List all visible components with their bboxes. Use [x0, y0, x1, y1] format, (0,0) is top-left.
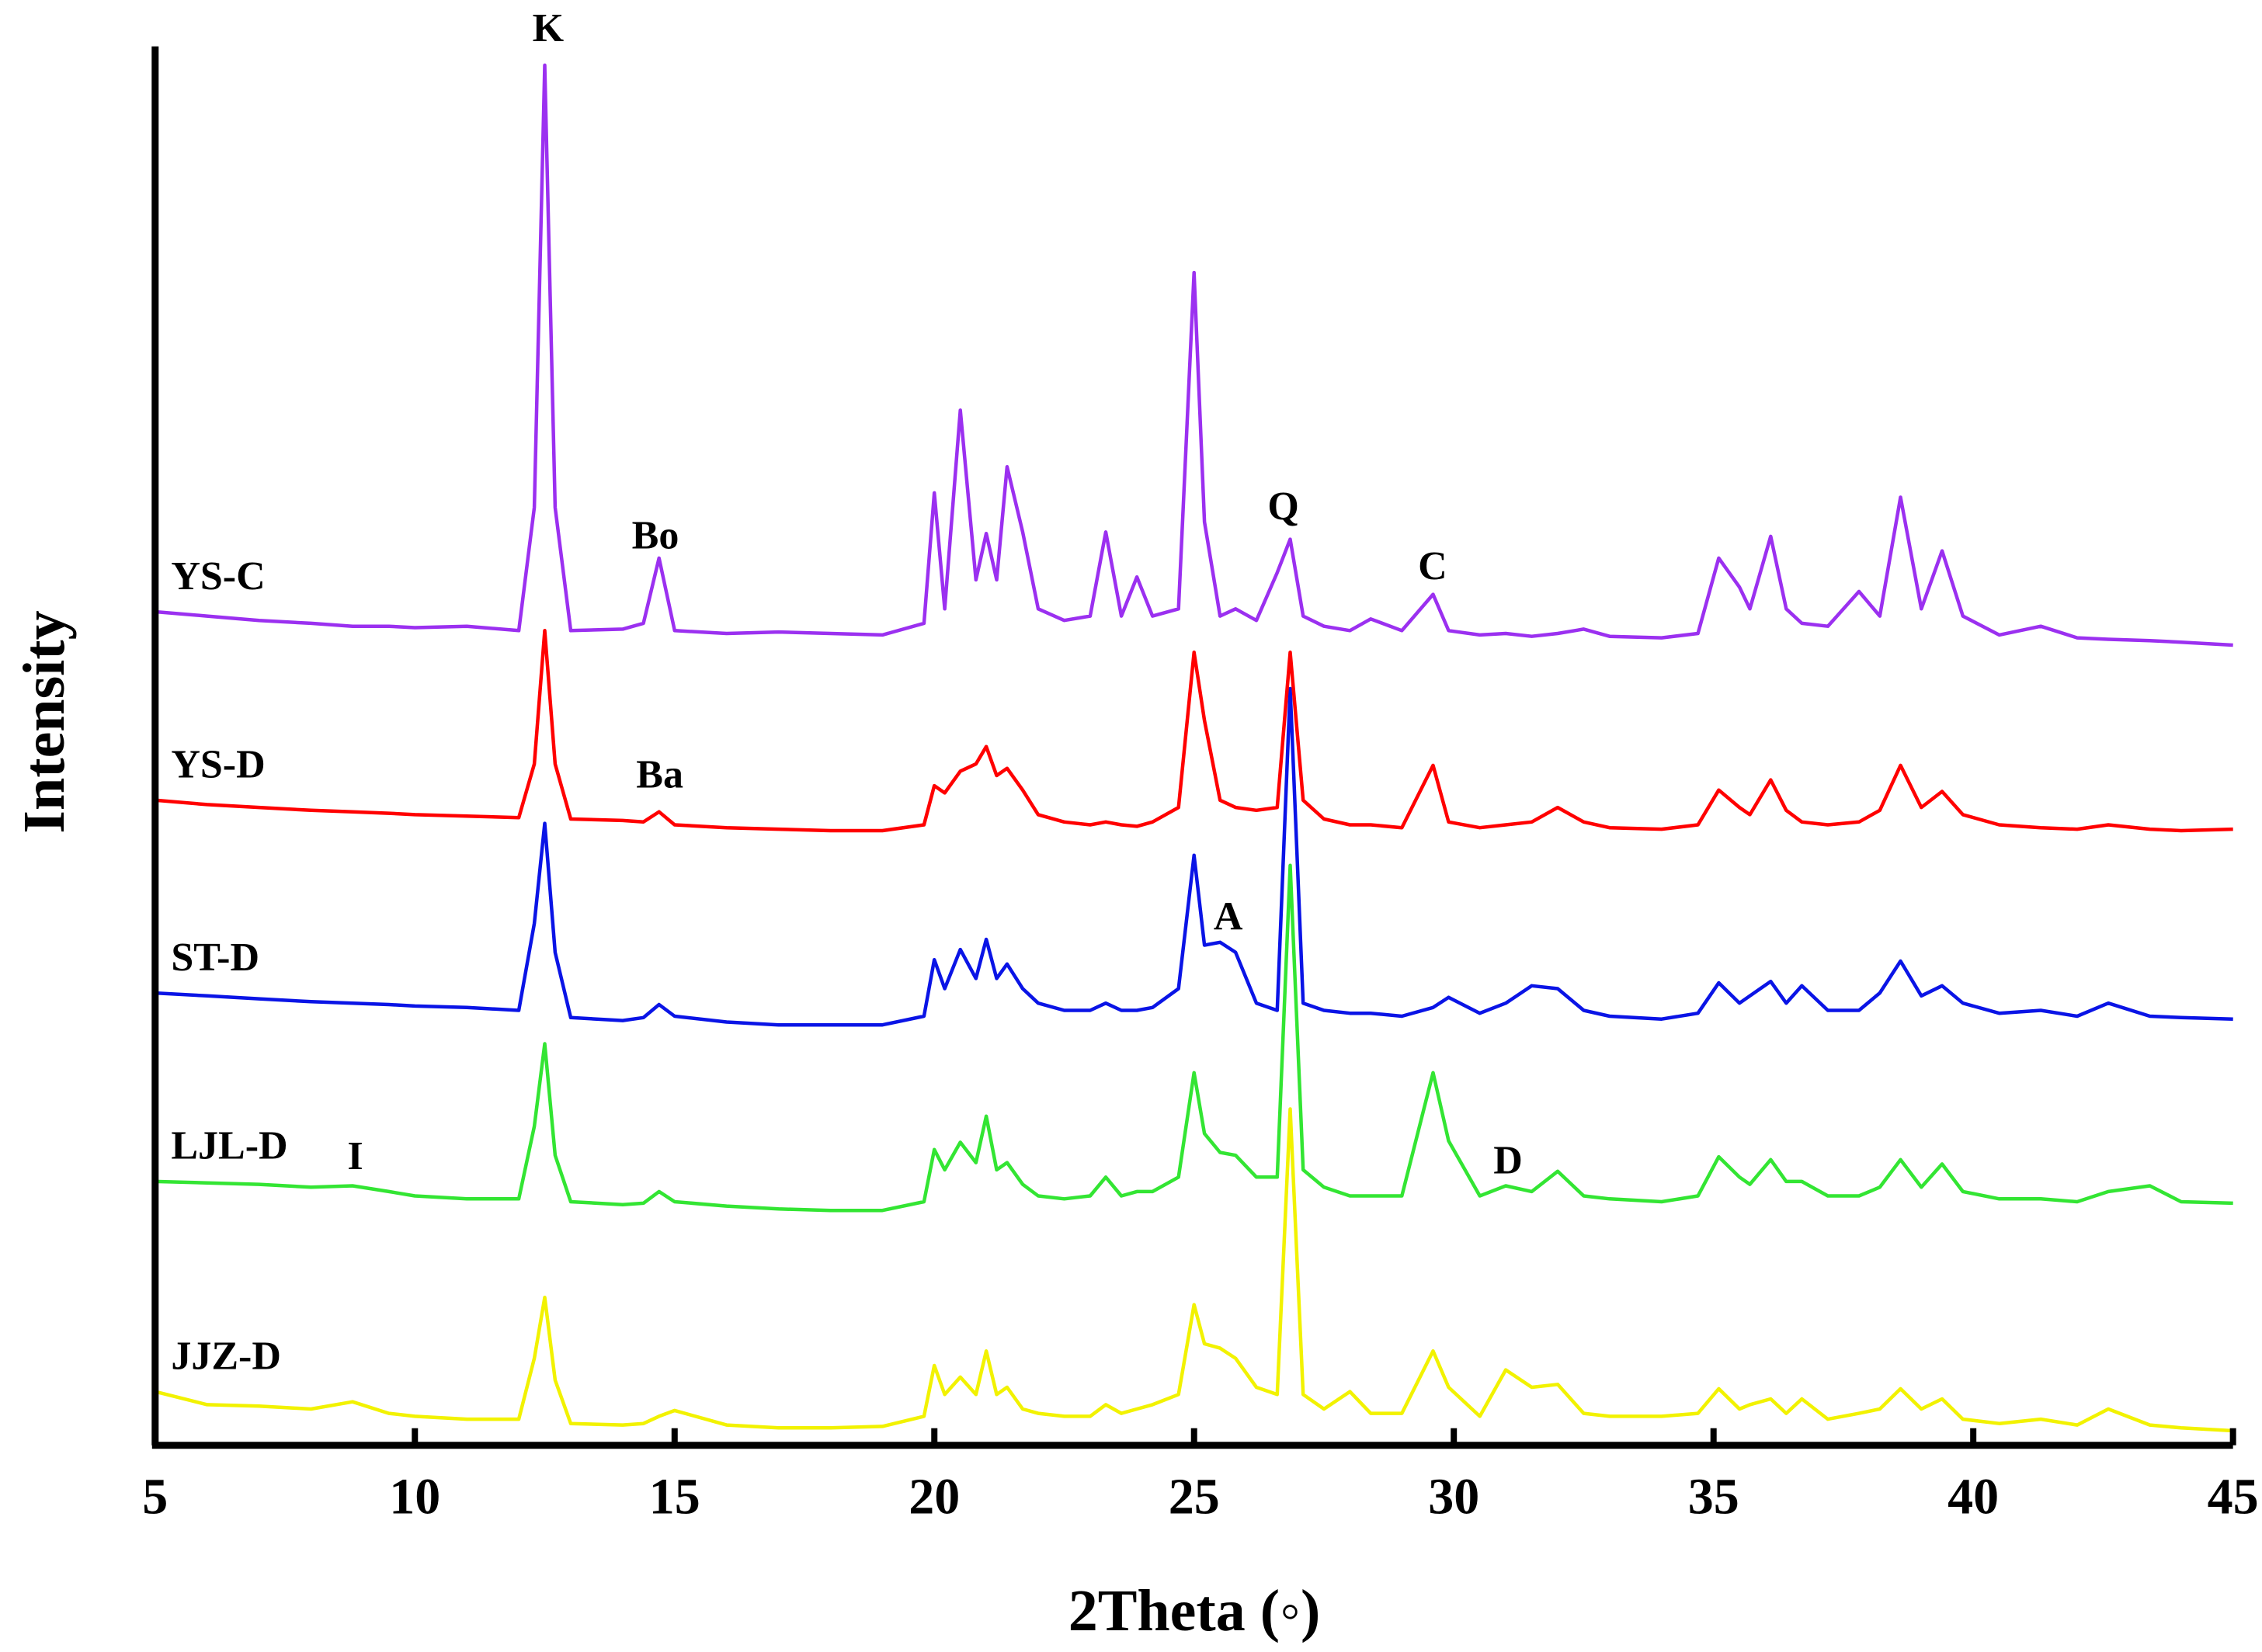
peak-annotation: A	[1214, 895, 1243, 939]
peak-annotation: I	[347, 1134, 363, 1178]
series-line	[155, 63, 2233, 647]
x-axis-label: 2Theta (◦)	[1068, 1578, 1321, 1643]
series-label: YS-C	[171, 554, 265, 599]
peak-annotation: Bo	[632, 514, 679, 558]
peak-annotation: Q	[1267, 484, 1298, 529]
y-axis-label: Intensity	[12, 610, 77, 833]
peak-annotation: D	[1493, 1138, 1523, 1182]
series-label: JJZ-D	[171, 1334, 281, 1378]
series-label: ST-D	[171, 935, 259, 980]
series-line	[155, 863, 2233, 1213]
peak-annotation: Ba	[636, 753, 683, 797]
series-line	[155, 1107, 2233, 1433]
x-tick-label: 45	[2208, 1469, 2259, 1525]
x-tick-label: 20	[909, 1469, 960, 1525]
peak-annotation: K	[533, 6, 565, 50]
series-line	[155, 629, 2233, 833]
x-tick-label: 25	[1169, 1469, 1220, 1525]
x-tick-label: 15	[649, 1469, 700, 1525]
x-tick-label: 35	[1688, 1469, 1739, 1525]
x-tick-label: 40	[1948, 1469, 1999, 1525]
x-tick-label: 30	[1428, 1469, 1479, 1525]
x-tick-label: 5	[142, 1469, 168, 1525]
series-label: YS-D	[171, 743, 265, 787]
series-line	[155, 686, 2233, 1027]
x-tick-label: 10	[389, 1469, 440, 1525]
series-label: LJL-D	[171, 1124, 287, 1168]
peak-annotation: C	[1418, 544, 1447, 588]
